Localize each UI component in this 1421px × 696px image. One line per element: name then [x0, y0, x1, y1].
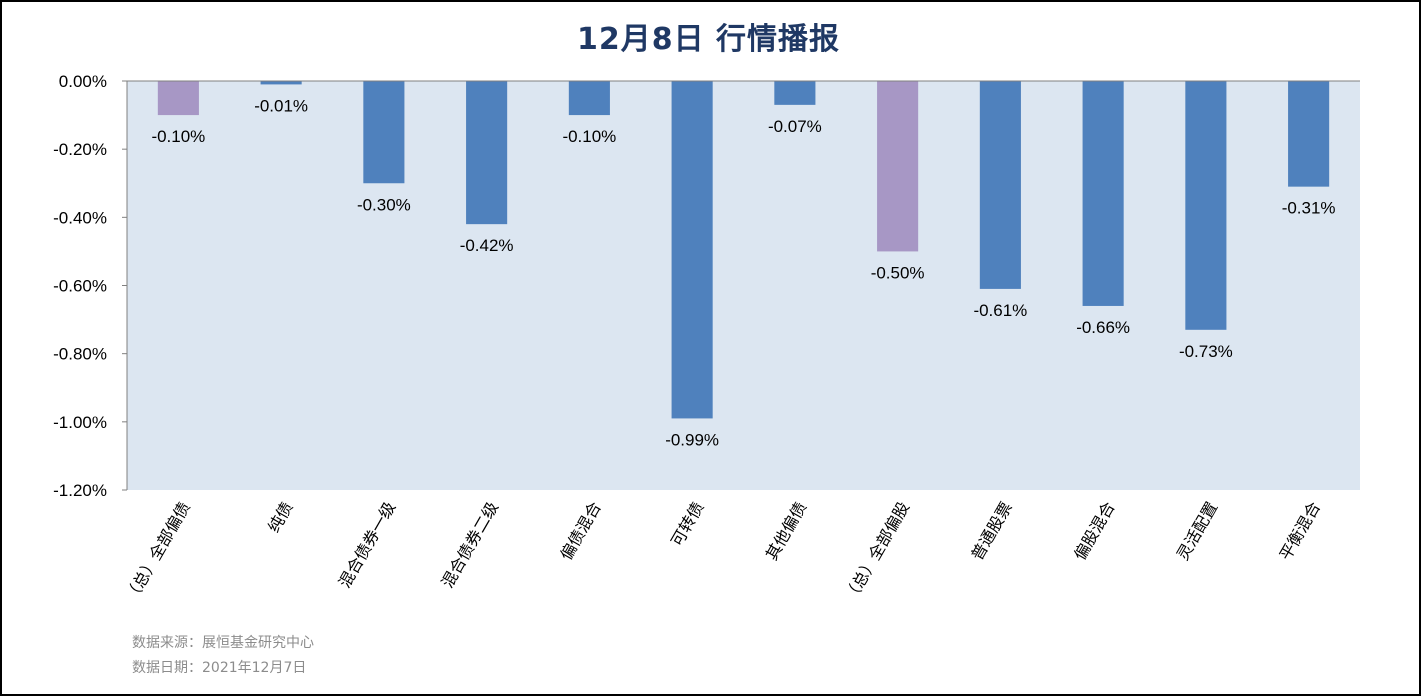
- y-tick-label: -0.60%: [53, 277, 107, 296]
- bar: [260, 81, 302, 85]
- data-label: -0.01%: [254, 96, 308, 115]
- y-tick-label: -1.20%: [53, 481, 107, 500]
- data-label: -0.50%: [871, 263, 925, 282]
- bar: [1288, 81, 1330, 187]
- data-label: -0.73%: [1179, 342, 1233, 361]
- x-category-label: （总）全部偏债: [121, 499, 193, 606]
- data-date-note: 数据日期：2021年12月7日: [132, 660, 307, 676]
- bar: [363, 81, 405, 184]
- x-category-label: （总）全部偏股: [841, 499, 913, 606]
- x-category-label: 其他偏债: [762, 499, 810, 564]
- data-label: -0.99%: [665, 430, 719, 449]
- y-tick-label: 0.00%: [59, 72, 107, 91]
- bar: [1082, 81, 1124, 306]
- bar: [568, 81, 610, 116]
- data-source-note: 数据来源：展恒基金研究中心: [132, 635, 314, 651]
- data-label: -0.61%: [973, 301, 1027, 320]
- bar: [466, 81, 508, 225]
- bar: [877, 81, 919, 252]
- plot-area: [127, 81, 1360, 490]
- x-category-label: 平衡混合: [1276, 499, 1324, 564]
- data-label: -0.10%: [151, 127, 205, 146]
- bar: [774, 81, 816, 105]
- x-category-label: 灵活配置: [1173, 499, 1221, 564]
- data-label: -0.07%: [768, 117, 822, 136]
- bar: [157, 81, 199, 116]
- data-label: -0.42%: [460, 236, 514, 255]
- y-tick-label: -0.80%: [53, 345, 107, 364]
- y-tick-label: -1.00%: [53, 413, 107, 432]
- x-category-label: 混合债券一级: [335, 499, 399, 592]
- x-category-label: 偏债混合: [556, 499, 604, 564]
- bar: [671, 81, 713, 419]
- bar: [979, 81, 1021, 289]
- x-category-label: 可转债: [667, 499, 707, 550]
- data-label: -0.30%: [357, 195, 411, 214]
- bar: [1185, 81, 1227, 330]
- data-label: -0.66%: [1076, 318, 1130, 337]
- x-category-label: 偏股混合: [1070, 499, 1118, 564]
- data-label: -0.10%: [562, 127, 616, 146]
- y-tick-label: -0.40%: [53, 208, 107, 227]
- x-category-label: 普通股票: [967, 499, 1015, 564]
- data-label: -0.31%: [1282, 199, 1336, 218]
- x-category-label: 纯债: [264, 499, 296, 536]
- x-category-label: 混合债券二级: [438, 499, 502, 592]
- chart-title: 12月8日 行情播报: [576, 22, 841, 57]
- y-tick-label: -0.20%: [53, 140, 107, 159]
